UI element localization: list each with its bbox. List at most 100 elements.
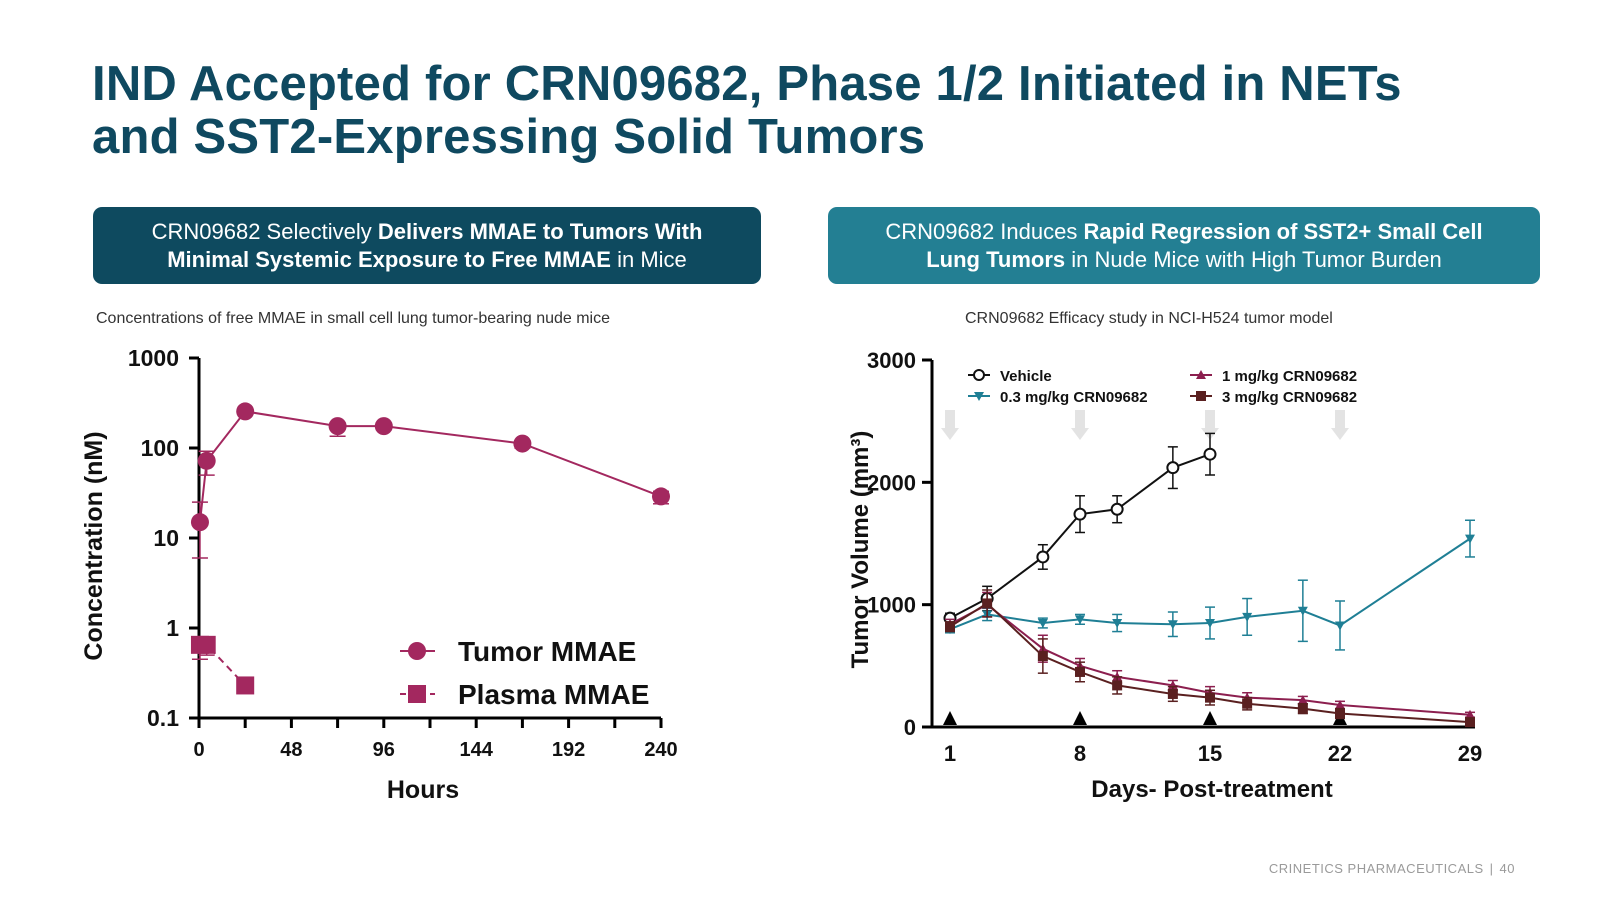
series-line <box>198 410 662 523</box>
data-point <box>1112 619 1123 629</box>
series-0 <box>943 432 1217 625</box>
left-banner-text: in Mice <box>610 246 687 272</box>
data-point <box>1205 619 1215 629</box>
data-point <box>1335 621 1345 631</box>
x-axis-title: Hours <box>387 776 459 804</box>
x-tick-label: 96 <box>373 739 395 761</box>
y-tick-label: 10 <box>153 525 179 551</box>
x-tick-label: 240 <box>644 739 677 761</box>
x-tick-label: 29 <box>1458 741 1482 766</box>
x-tick-label: 15 <box>1198 741 1222 766</box>
dose-marker-up-icon <box>1203 711 1217 725</box>
right-banner-line-2: Lung Tumors in Nude Mice with High Tumor… <box>926 246 1442 274</box>
slide-title: IND Accepted for CRN09682, Phase 1/2 Ini… <box>92 58 1532 164</box>
chart-legend: Tumor MMAE Plasma MMAE <box>400 636 649 710</box>
data-point <box>197 451 216 470</box>
data-point <box>1203 447 1217 461</box>
data-point <box>652 487 670 506</box>
data-point <box>1167 688 1178 699</box>
left-banner-line-1: CRN09682 Selectively Delivers MMAE to Tu… <box>152 218 703 246</box>
slide-title-line-1: IND Accepted for CRN09682, Phase 1/2 Ini… <box>92 57 1402 111</box>
dose-arrow-down-icon <box>1331 410 1349 440</box>
legend-marker <box>1196 370 1206 379</box>
x-tick-label: 22 <box>1328 741 1352 766</box>
dose-marker-up-icon <box>1073 711 1087 725</box>
legend-label: Plasma MMAE <box>458 679 649 710</box>
left-panel-banner: CRN09682 Selectively Delivers MMAE to Tu… <box>93 207 761 284</box>
data-point <box>1036 550 1050 564</box>
data-point <box>1242 612 1253 622</box>
right-banner-line-1: CRN09682 Induces Rapid Regression of SST… <box>885 218 1482 246</box>
dose-arrow-down-icon <box>941 410 959 440</box>
footer-separator: | <box>1489 861 1494 876</box>
x-tick-label: 8 <box>1074 741 1086 766</box>
data-point <box>328 417 347 436</box>
legend-marker <box>974 392 984 401</box>
y-tick-label: 100 <box>141 435 179 461</box>
data-point <box>1205 692 1215 703</box>
data-point <box>982 598 993 609</box>
x-tick-label: 1 <box>944 741 956 766</box>
x-tick-label: 192 <box>552 739 585 761</box>
y-tick-label: 3000 <box>867 348 916 373</box>
left-banner-line-2: Minimal Systemic Exposure to Free MMAE i… <box>167 246 687 274</box>
dose-arrow-down-icon <box>1201 410 1219 440</box>
right-banner-text: CRN09682 Induces <box>885 218 1084 244</box>
mmae-concentration-chart: 0.1 1 10 100 1000 0 48 96 144 192 240 Hours Concentr… <box>80 345 678 804</box>
legend-label: Tumor MMAE <box>458 636 636 667</box>
data-point <box>236 402 255 421</box>
data-point <box>513 434 532 453</box>
left-banner-emphasis: Minimal Systemic Exposure to Free MMAE <box>167 246 611 272</box>
slide-title-line-2: and SST2-Expressing Solid Tumors <box>92 110 926 164</box>
right-chart-subtitle: CRN09682 Efficacy study in NCI-H524 tumo… <box>965 310 1333 327</box>
chart-legend: Vehicle 0.3 mg/kg CRN09682 1 mg/kg CRN0968… <box>968 368 1357 406</box>
footer: CRINETICS PHARMACEUTICALS | 40 <box>1269 861 1515 876</box>
legend-label: 1 mg/kg CRN09682 <box>1222 368 1357 385</box>
left-chart-subtitle: Concentrations of free MMAE in small cel… <box>96 310 611 327</box>
data-point <box>236 676 255 695</box>
legend-label: Vehicle <box>1000 368 1052 385</box>
series-1 <box>945 519 1475 651</box>
y-axis-title: Concentration (nM) <box>80 431 108 660</box>
x-axis-title: Days- Post-treatment <box>1091 776 1332 803</box>
tumor-volume-chart: 0 1000 2000 3000 1 8 15 22 29 Days- Post-treatmen… <box>847 348 1482 803</box>
data-point <box>1073 507 1087 521</box>
series-0 <box>190 402 670 559</box>
legend-label: 3 mg/kg CRN09682 <box>1222 389 1357 406</box>
legend-marker <box>973 369 985 381</box>
data-point <box>1297 703 1308 714</box>
data-point <box>1037 619 1048 629</box>
right-banner-text: in Nude Mice with High Tumor Burden <box>1065 246 1442 272</box>
data-point <box>1335 699 1345 709</box>
left-banner-text: CRN09682 Selectively <box>151 218 378 244</box>
series-3 <box>945 589 1475 728</box>
data-point <box>1037 651 1048 662</box>
dose-marker-up-icon <box>943 711 957 725</box>
data-point <box>1465 717 1475 728</box>
page-number: 40 <box>1499 861 1515 876</box>
x-tick-label: 48 <box>280 739 302 761</box>
data-point <box>1242 698 1253 709</box>
y-tick-label: 1 <box>166 615 179 641</box>
data-point <box>1167 620 1178 630</box>
x-tick-label: 0 <box>193 739 204 761</box>
data-point <box>374 417 393 436</box>
data-point <box>1465 534 1475 544</box>
data-point <box>1075 615 1085 625</box>
data-point <box>1297 695 1308 705</box>
data-point <box>197 635 216 654</box>
data-point <box>1110 502 1124 516</box>
dose-arrow-down-icon <box>1071 410 1089 440</box>
legend-marker <box>1196 391 1206 401</box>
y-tick-label: 0 <box>904 715 916 740</box>
series-1 <box>190 635 255 695</box>
legend-marker <box>408 685 426 703</box>
data-point <box>1297 606 1308 616</box>
y-tick-label: 0.1 <box>147 705 179 731</box>
y-axis-title: Tumor Volume (mm³) <box>847 431 874 669</box>
footer-company: CRINETICS PHARMACEUTICALS <box>1268 861 1484 876</box>
y-tick-label: 2000 <box>867 470 916 495</box>
left-banner-emphasis: Delivers MMAE to Tumors With <box>377 218 703 244</box>
data-point <box>1075 666 1085 677</box>
data-point <box>190 513 209 532</box>
